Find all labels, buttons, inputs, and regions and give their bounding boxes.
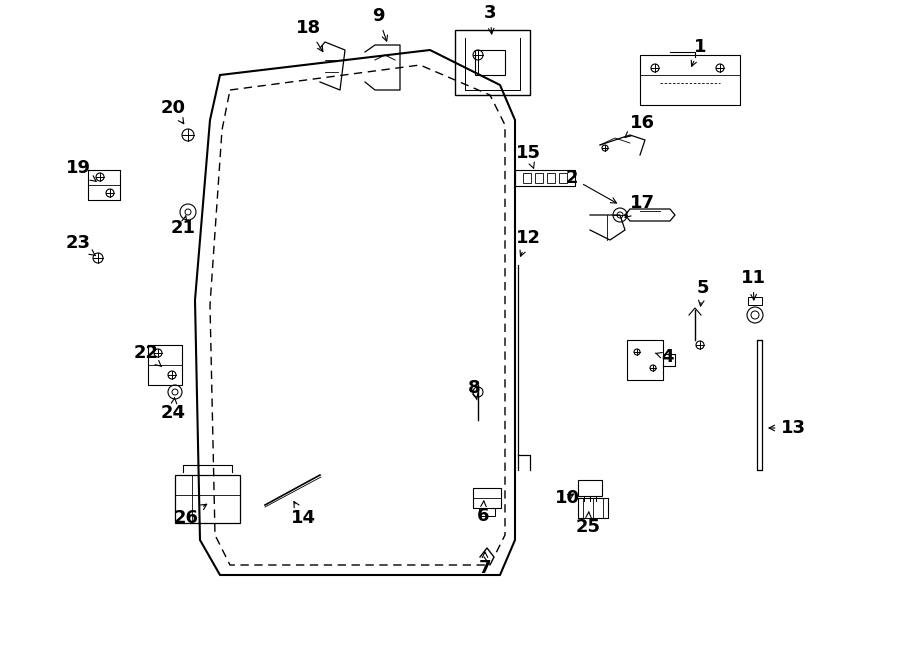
Text: 1: 1 xyxy=(691,38,707,66)
Bar xyxy=(535,173,543,183)
Bar xyxy=(475,50,505,75)
Bar xyxy=(547,173,555,183)
Text: 23: 23 xyxy=(66,234,95,256)
Text: 6: 6 xyxy=(477,501,490,525)
Text: 4: 4 xyxy=(655,348,673,366)
Text: 20: 20 xyxy=(160,99,185,124)
Text: 25: 25 xyxy=(575,512,600,536)
Text: 15: 15 xyxy=(516,144,541,169)
Bar xyxy=(515,170,575,186)
Bar xyxy=(473,488,501,508)
Text: 8: 8 xyxy=(468,379,481,400)
Text: 9: 9 xyxy=(372,7,388,41)
Bar xyxy=(559,173,567,183)
Bar xyxy=(175,475,240,523)
Text: 12: 12 xyxy=(516,229,541,256)
Text: 16: 16 xyxy=(626,114,654,137)
Text: 2: 2 xyxy=(566,169,617,203)
Text: 24: 24 xyxy=(160,398,185,422)
Text: 5: 5 xyxy=(697,279,709,306)
Text: 7: 7 xyxy=(479,552,491,577)
Text: 11: 11 xyxy=(741,269,766,300)
Text: 14: 14 xyxy=(291,502,316,527)
Text: 19: 19 xyxy=(66,159,96,181)
Text: 21: 21 xyxy=(170,216,195,237)
Text: 22: 22 xyxy=(133,344,162,367)
Text: 10: 10 xyxy=(554,489,580,507)
Bar xyxy=(627,340,663,380)
Bar xyxy=(757,340,762,470)
Bar xyxy=(748,297,762,305)
Text: 18: 18 xyxy=(295,19,323,52)
Bar xyxy=(578,480,602,496)
Bar xyxy=(479,508,495,516)
Text: 26: 26 xyxy=(174,504,207,527)
Text: 17: 17 xyxy=(626,194,654,217)
Text: 13: 13 xyxy=(769,419,806,437)
Bar xyxy=(455,30,530,95)
Bar xyxy=(523,173,531,183)
Text: 3: 3 xyxy=(484,4,496,34)
Bar xyxy=(640,55,740,105)
